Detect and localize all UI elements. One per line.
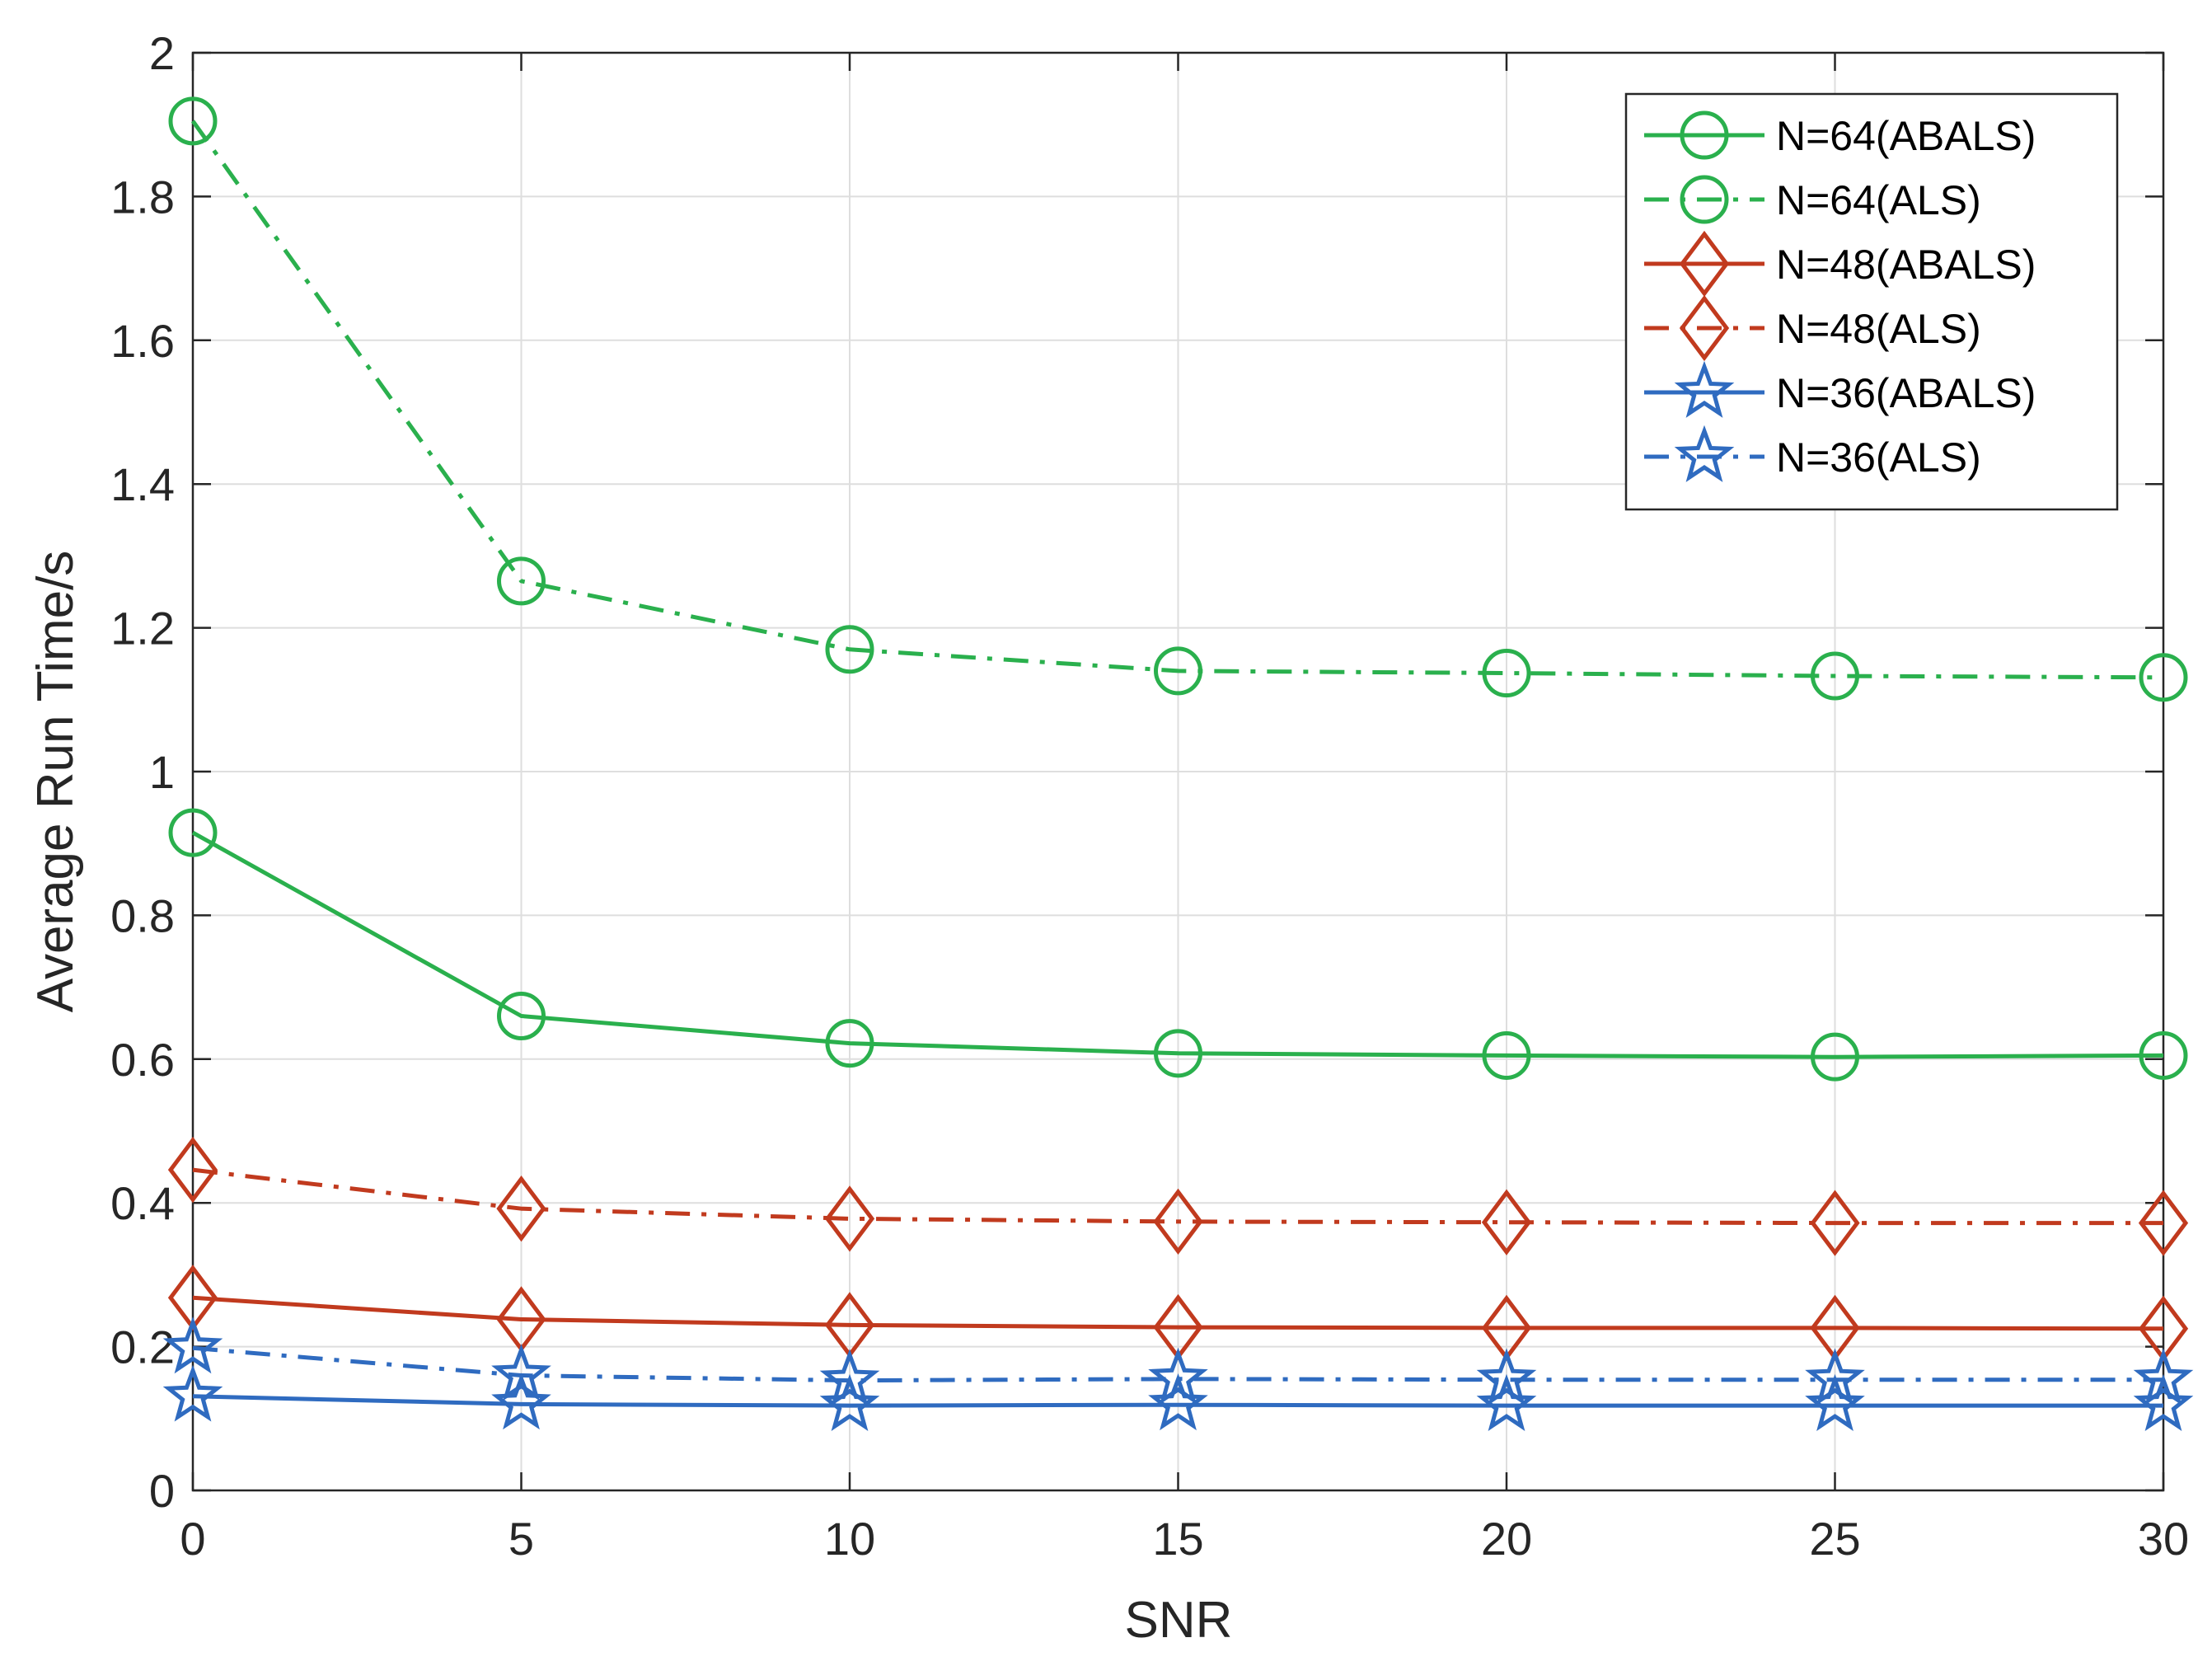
data-point — [1476, 1348, 1537, 1406]
data-point — [1481, 1189, 1532, 1255]
data-point — [2138, 1190, 2189, 1256]
y-tick-label: 0.2 — [110, 1321, 175, 1373]
y-tick-label: 1.8 — [110, 171, 175, 223]
series-line — [192, 1394, 2163, 1408]
y-tick-label: 1.2 — [110, 603, 175, 655]
series-n-36-abals — [162, 1364, 2194, 1431]
data-point — [1805, 1348, 1865, 1406]
y-tick-label: 0.4 — [110, 1177, 175, 1229]
series-line — [190, 120, 2164, 680]
legend-item: N=48(ABALS) — [1644, 230, 2036, 298]
x-tick-label: 10 — [824, 1513, 875, 1565]
legend-item: N=36(ABALS) — [1644, 360, 2036, 418]
data-point — [162, 1316, 223, 1374]
data-point — [168, 808, 218, 857]
x-tick-label: 20 — [1481, 1513, 1532, 1565]
legend-marker — [1679, 294, 1730, 362]
series-line — [192, 1167, 2163, 1226]
data-point — [1811, 651, 1859, 701]
data-point — [819, 1349, 880, 1406]
legend-label: N=36(ABALS) — [1776, 370, 2036, 416]
y-tick-label: 0.8 — [110, 889, 175, 941]
series-n-48-als — [167, 1136, 2189, 1256]
x-tick-label: 15 — [1152, 1513, 1203, 1565]
series-n-36-als — [162, 1316, 2194, 1406]
data-point — [1482, 1030, 1531, 1080]
x-tick-label: 25 — [1809, 1513, 1860, 1565]
data-point — [819, 1373, 880, 1431]
legend-item: N=48(ALS) — [1644, 294, 1981, 362]
data-point — [825, 1019, 874, 1068]
y-tick-label: 2 — [149, 27, 175, 79]
data-point — [1805, 1373, 1865, 1431]
data-point — [825, 625, 874, 674]
data-point — [1153, 1188, 1203, 1255]
y-tick-label: 1.4 — [110, 458, 175, 510]
y-tick-label: 1 — [149, 746, 175, 798]
axes: 0 5 10 15 20 25 30 0 0.2 0.4 0.6 0.8 1 1.2 1.4 1.6 1.8 2 — [110, 27, 2189, 1565]
data-point — [1148, 1373, 1208, 1431]
legend-item: N=36(ALS) — [1644, 425, 1981, 482]
y-axis-label: Average Run Time/s — [27, 551, 84, 1013]
legend-marker — [1680, 175, 1729, 224]
x-axis-label: SNR — [1125, 1592, 1233, 1649]
legend-label: N=36(ALS) — [1776, 434, 1981, 481]
data-point — [1482, 649, 1531, 698]
y-tick-label: 0 — [149, 1465, 175, 1517]
data-point — [162, 1364, 223, 1422]
plot-series — [162, 96, 2194, 1431]
legend-marker — [1674, 425, 1735, 482]
legend-marker — [1674, 360, 1735, 418]
grid — [193, 53, 2163, 1490]
x-tick-label: 5 — [508, 1513, 534, 1565]
data-point — [1476, 1373, 1537, 1431]
series-n-64-als — [168, 96, 2188, 702]
y-tick-label: 0.6 — [110, 1034, 175, 1086]
series-n-64-abals — [168, 808, 2188, 1082]
legend-label: N=64(ABALS) — [1776, 113, 2036, 159]
data-point — [2133, 1373, 2194, 1431]
legend-item: N=64(ABALS) — [1644, 110, 2036, 160]
legend-label: N=48(ABALS) — [1776, 242, 2036, 288]
legend-label: N=64(ALS) — [1776, 177, 1981, 223]
legend-marker — [1680, 110, 1729, 160]
data-point — [497, 556, 546, 606]
data-point — [497, 991, 546, 1040]
legend-item: N=64(ALS) — [1644, 175, 1981, 224]
data-point — [2133, 1348, 2194, 1406]
data-point — [168, 96, 218, 146]
data-point — [491, 1344, 551, 1401]
data-point — [1148, 1347, 1208, 1405]
data-point — [2139, 653, 2188, 702]
x-tick-label: 0 — [180, 1513, 205, 1565]
legend-label: N=48(ALS) — [1776, 306, 1981, 352]
data-point — [1154, 646, 1202, 696]
data-point — [1154, 1029, 1202, 1078]
data-point — [167, 1136, 218, 1204]
series-line — [192, 1295, 2164, 1331]
data-point — [496, 1176, 546, 1242]
legend: N=64(ABALS) N=64(ALS) N=48(ABALS) N=48(ALS)… — [1624, 92, 2119, 511]
data-point — [1811, 1032, 1859, 1082]
data-point — [1810, 1190, 1860, 1256]
series-line — [191, 830, 2164, 1059]
data-point — [491, 1373, 551, 1430]
legend-marker — [1679, 230, 1730, 298]
data-point — [824, 1185, 875, 1252]
x-tick-label: 30 — [2138, 1513, 2189, 1565]
y-tick-label: 1.6 — [110, 315, 175, 367]
series-line — [192, 1345, 2163, 1383]
data-point — [2139, 1030, 2188, 1080]
